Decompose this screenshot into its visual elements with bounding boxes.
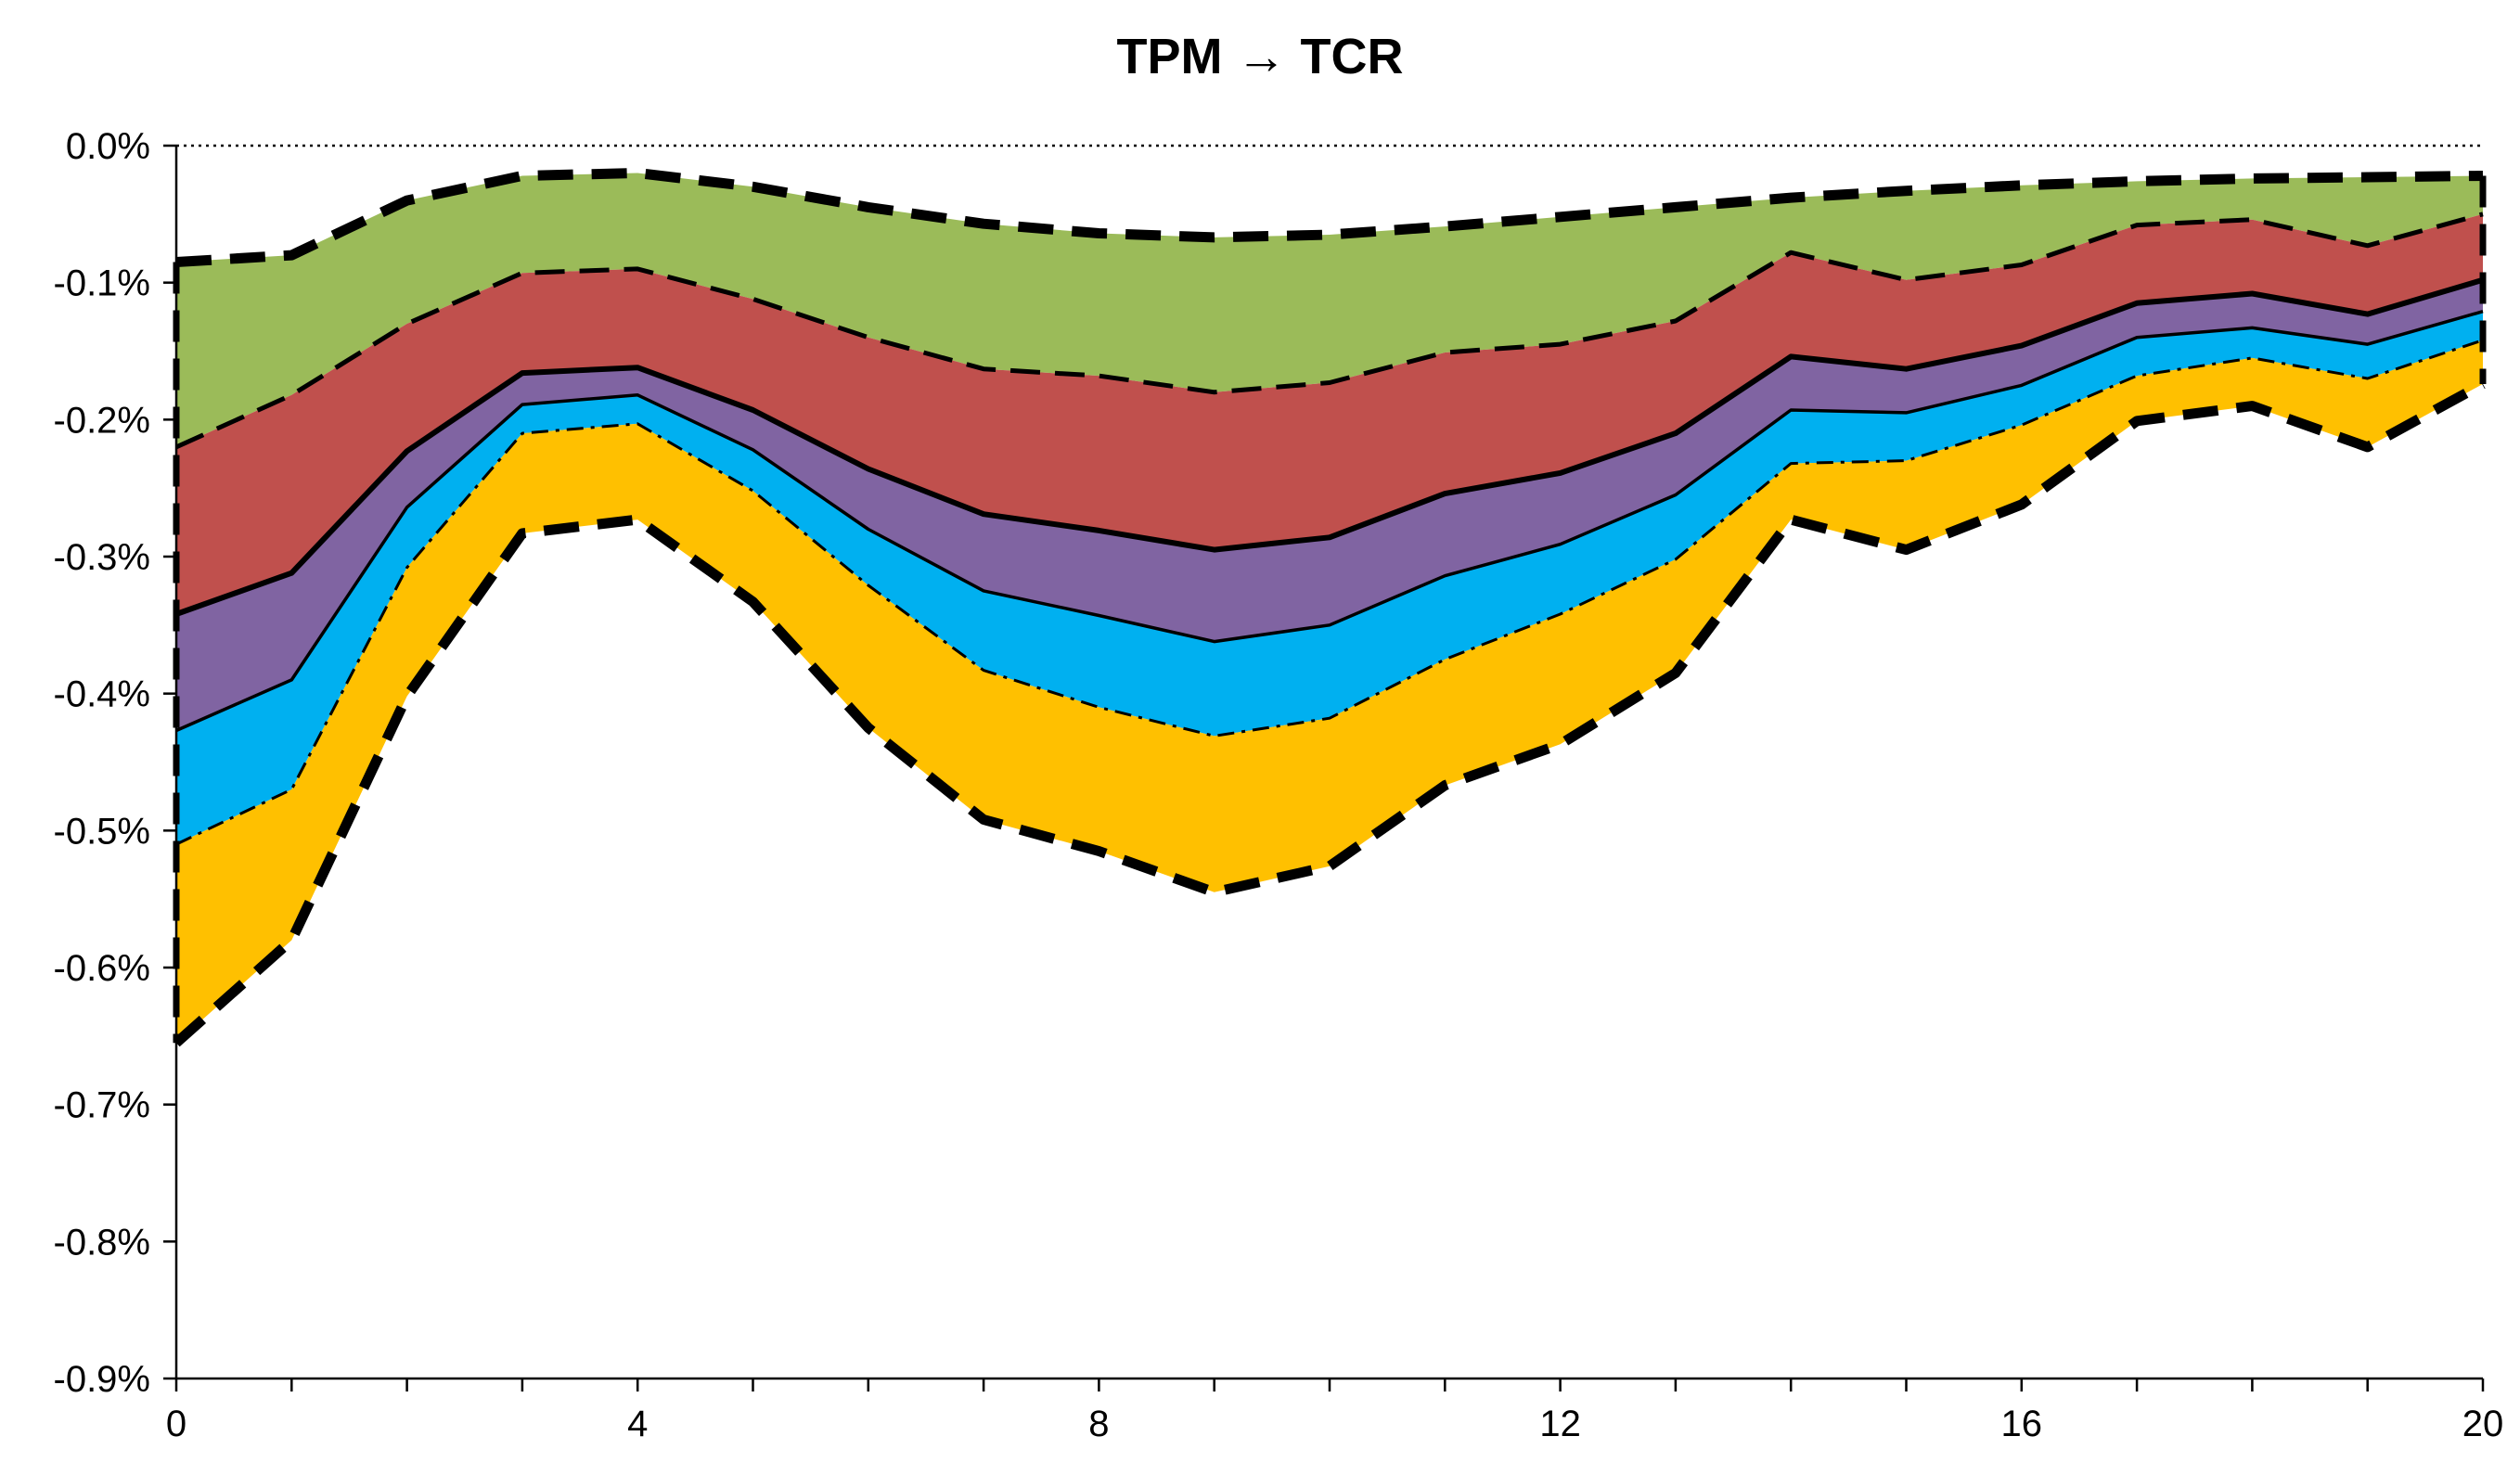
axes-layer: 0.0% -0.1% -0.2% -0.3% -0.4% -0.5% -0.6% -0.7% -… (54, 126, 2504, 1444)
chart-title: TPM → TCR (1116, 29, 1404, 84)
boundary-line-4 (175, 310, 2484, 733)
y-tick-label: -0.6% (54, 948, 151, 989)
boundary-line-1 (175, 168, 2484, 267)
boundary-line-2 (174, 212, 2484, 450)
y-tick-label: -0.4% (54, 674, 151, 715)
x-tick-label: 0 (166, 1404, 186, 1444)
y-tick-label: -0.1% (54, 263, 151, 304)
band-5 (176, 340, 2483, 1044)
boundary-line-3 (174, 276, 2484, 617)
boundary-lines-layer (173, 168, 2487, 1047)
x-tick-label: 20 (2462, 1404, 2504, 1444)
x-tick-label: 16 (2001, 1404, 2043, 1444)
y-tick-label: 0.0% (66, 126, 150, 167)
x-tick-label: 4 (627, 1404, 648, 1444)
boundary-line-6 (173, 379, 2486, 1047)
y-tick-label: -0.9% (54, 1359, 151, 1400)
boundary-line-5 (175, 339, 2484, 846)
band-4 (176, 311, 2483, 845)
y-tick-label: -0.7% (54, 1085, 151, 1126)
x-tick-label: 8 (1088, 1404, 1109, 1444)
band-1 (176, 173, 2483, 447)
y-tick-label: -0.2% (54, 400, 151, 441)
y-tick-label: -0.5% (54, 811, 151, 852)
band-3 (176, 279, 2483, 731)
band-2 (176, 213, 2483, 615)
y-tick-label: -0.8% (54, 1222, 151, 1263)
bands-layer (176, 173, 2483, 1044)
x-tick-label: 12 (1539, 1404, 1581, 1444)
y-tick-label: -0.3% (54, 537, 151, 578)
